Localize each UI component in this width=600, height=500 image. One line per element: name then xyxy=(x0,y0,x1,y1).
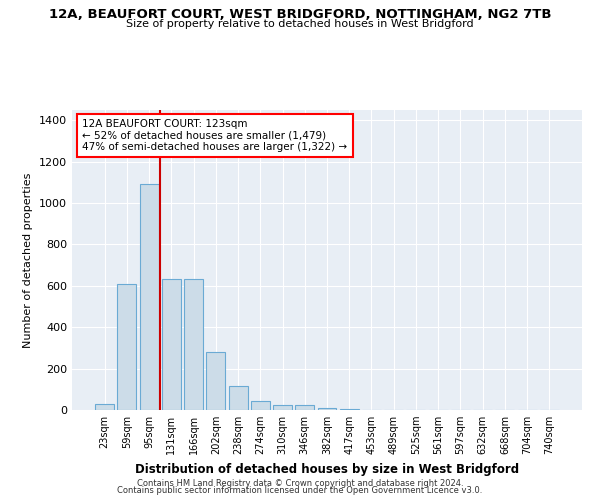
Bar xyxy=(95,404,114,410)
Y-axis label: Number of detached properties: Number of detached properties xyxy=(23,172,34,348)
Text: 12A, BEAUFORT COURT, WEST BRIDGFORD, NOTTINGHAM, NG2 7TB: 12A, BEAUFORT COURT, WEST BRIDGFORD, NOT… xyxy=(49,8,551,20)
Text: Contains public sector information licensed under the Open Government Licence v3: Contains public sector information licen… xyxy=(118,486,482,495)
Bar xyxy=(206,352,225,410)
Bar xyxy=(118,284,136,410)
Bar xyxy=(251,400,270,410)
Text: Contains HM Land Registry data © Crown copyright and database right 2024.: Contains HM Land Registry data © Crown c… xyxy=(137,478,463,488)
Bar xyxy=(273,406,292,410)
Text: Size of property relative to detached houses in West Bridgford: Size of property relative to detached ho… xyxy=(126,19,474,29)
Bar xyxy=(184,278,203,410)
Bar xyxy=(162,278,181,410)
Bar xyxy=(140,184,158,410)
Bar xyxy=(229,386,248,410)
Text: 12A BEAUFORT COURT: 123sqm
← 52% of detached houses are smaller (1,479)
47% of s: 12A BEAUFORT COURT: 123sqm ← 52% of deta… xyxy=(82,119,347,152)
Bar xyxy=(295,406,314,410)
Bar xyxy=(317,408,337,410)
X-axis label: Distribution of detached houses by size in West Bridgford: Distribution of detached houses by size … xyxy=(135,462,519,475)
